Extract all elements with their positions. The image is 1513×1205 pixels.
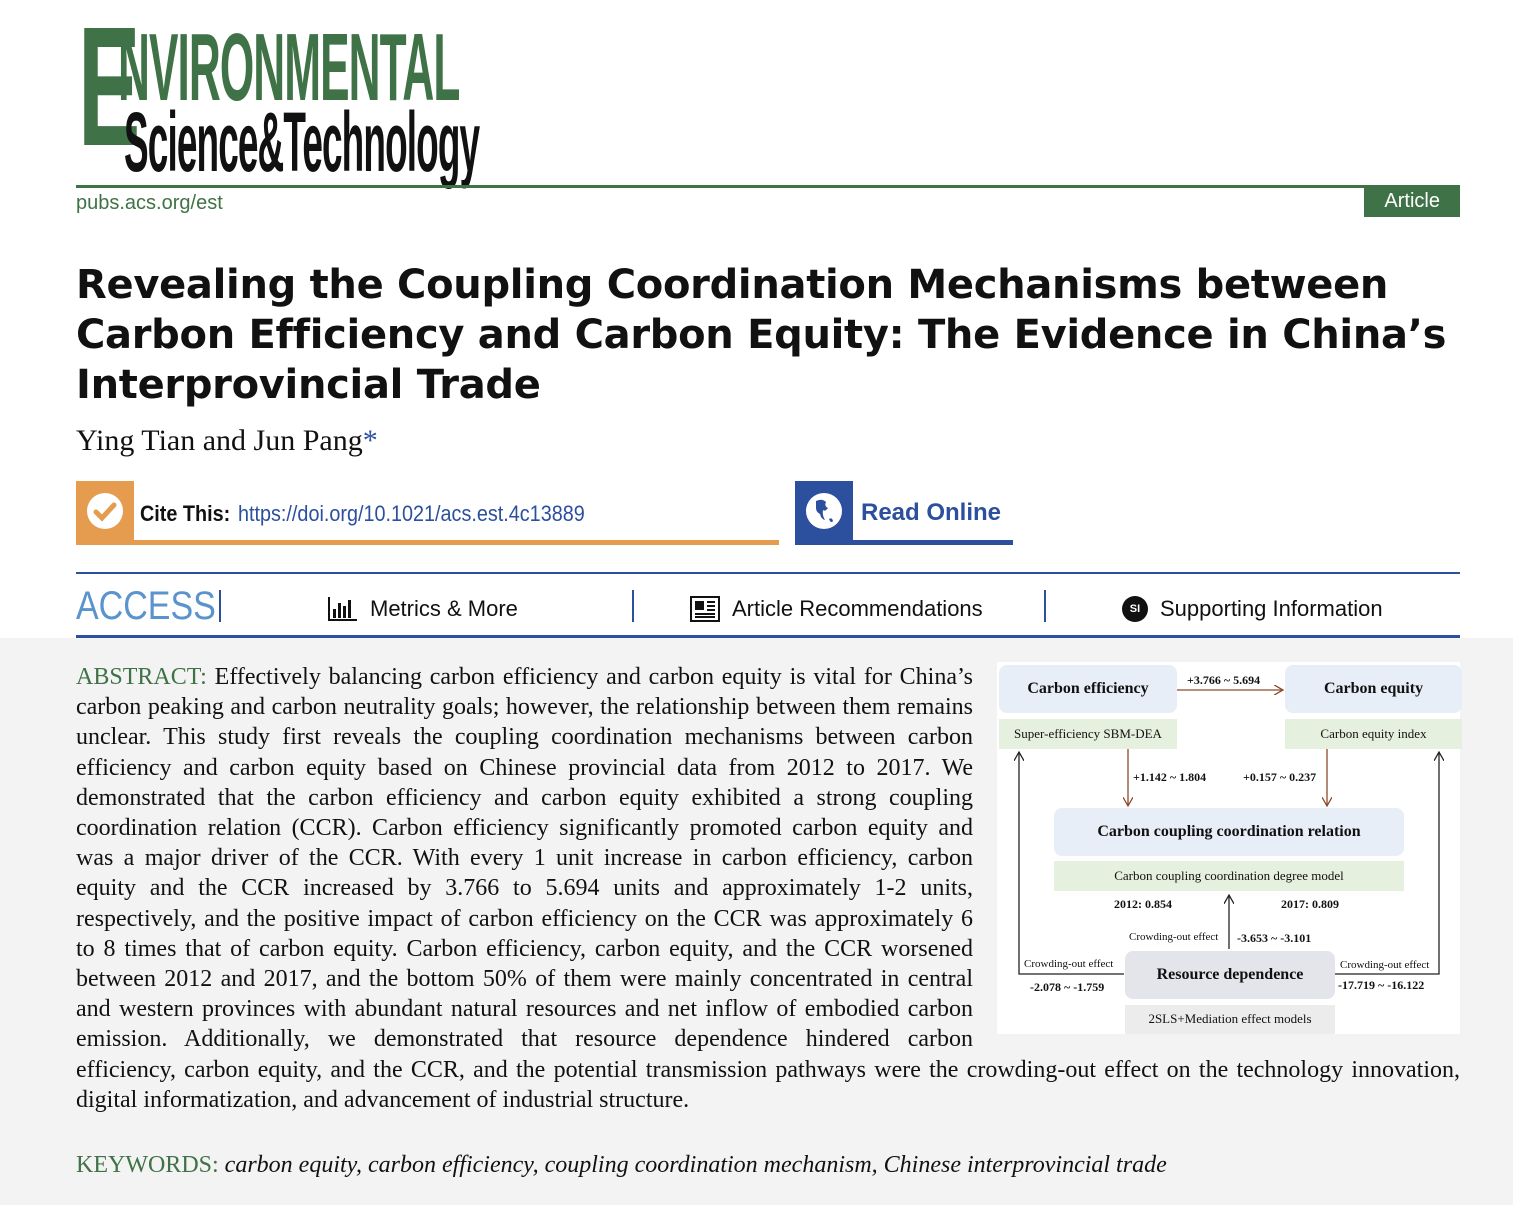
ccr-2017: 2017: 0.809 — [1281, 897, 1339, 911]
crowding-out-mid: Crowding-out effect — [1129, 931, 1219, 943]
eq-to-ccr-value: +0.157 ~ 0.237 — [1243, 770, 1317, 784]
author-names: Ying Tian and Jun Pang — [76, 424, 363, 457]
equity-index-label: Carbon equity index — [1285, 719, 1462, 749]
newspaper-icon — [690, 596, 720, 622]
article-type-badge: Article — [1364, 186, 1460, 217]
read-online-button[interactable]: Read Online — [795, 481, 1013, 545]
sbm-dea-label: Super-efficiency SBM-DEA — [999, 719, 1177, 749]
models-label: 2SLS+Mediation effect models — [1125, 1005, 1335, 1034]
logo-line2: Science&Technology — [124, 95, 480, 189]
right-value: -17.719 ~ -16.122 — [1338, 978, 1425, 992]
metrics-label: Metrics & More — [370, 596, 518, 621]
logo-line1: NVIRONMENTAL — [118, 14, 460, 121]
abstract-heading: ABSTRACT: — [76, 664, 207, 690]
recommendations-label: Article Recommendations — [732, 596, 983, 621]
abstract: Carbon efficiency Super-efficiency SBM-D… — [76, 662, 1462, 1115]
keywords: KEYWORDS: carbon equity, carbon efficien… — [76, 1152, 1167, 1179]
cite-this: Cite This: https://doi.org/10.1021/acs.e… — [76, 481, 779, 545]
eff-to-ccr-value: +1.142 ~ 1.804 — [1133, 770, 1207, 784]
bar-chart-icon — [328, 597, 357, 621]
mid-value: -3.653 ~ -3.101 — [1237, 931, 1312, 945]
metrics-more-link[interactable]: Metrics & More — [328, 596, 518, 622]
carbon-efficiency-box: Carbon efficiency — [999, 665, 1177, 713]
divider — [632, 590, 634, 622]
ccr-2012: 2012: 0.854 — [1114, 897, 1172, 911]
graphical-abstract: Carbon efficiency Super-efficiency SBM-D… — [997, 662, 1462, 1034]
checkmark-icon — [76, 481, 134, 540]
journal-url[interactable]: pubs.acs.org/est — [76, 192, 223, 214]
journal-logo: E NVIRONMENTAL Science&Technology — [78, 2, 498, 184]
carbon-equity-box: Carbon equity — [1285, 665, 1462, 713]
left-value: -2.078 ~ -1.759 — [1030, 980, 1105, 994]
keywords-heading: KEYWORDS: — [76, 1152, 219, 1178]
header-rule — [76, 185, 1460, 188]
crowding-out-right: Crowding-out effect — [1340, 959, 1430, 971]
read-online-label: Read Online — [861, 499, 1002, 526]
access-bar: ACCESS Metrics & More Article Recommenda… — [76, 572, 1460, 638]
keywords-list: carbon equity, carbon efficiency, coupli… — [224, 1152, 1167, 1178]
corresponding-author-mark[interactable]: * — [362, 424, 378, 457]
resource-dependence-box: Resource dependence — [1125, 951, 1335, 999]
si-icon: SI — [1122, 596, 1148, 622]
figure-arrows — [997, 662, 1460, 975]
divider — [219, 590, 221, 622]
authors: Ying Tian and Jun Pang* — [76, 424, 378, 458]
divider — [1044, 590, 1046, 622]
supporting-information-link[interactable]: SI Supporting Information — [1122, 596, 1383, 622]
access-label: ACCESS — [76, 584, 216, 628]
abstract-text: Effectively balancing carbon efficiency … — [76, 664, 1460, 1113]
article-recommendations-link[interactable]: Article Recommendations — [690, 596, 983, 622]
crowding-out-left: Crowding-out effect — [1024, 958, 1114, 970]
supporting-label: Supporting Information — [1160, 596, 1383, 621]
eff-to-eq-value: +3.766 ~ 5.694 — [1187, 673, 1261, 687]
globe-icon — [795, 481, 853, 540]
logo-e: E — [78, 0, 141, 182]
cite-label: Cite This: — [140, 501, 231, 526]
doi-link[interactable]: https://doi.org/10.1021/acs.est.4c13889 — [238, 501, 585, 526]
article-title: Revealing the Coupling Coordination Mech… — [76, 262, 1447, 408]
ccr-model-label: Carbon coupling coordination degree mode… — [1054, 861, 1404, 891]
ccr-box: Carbon coupling coordination relation — [1054, 808, 1404, 856]
